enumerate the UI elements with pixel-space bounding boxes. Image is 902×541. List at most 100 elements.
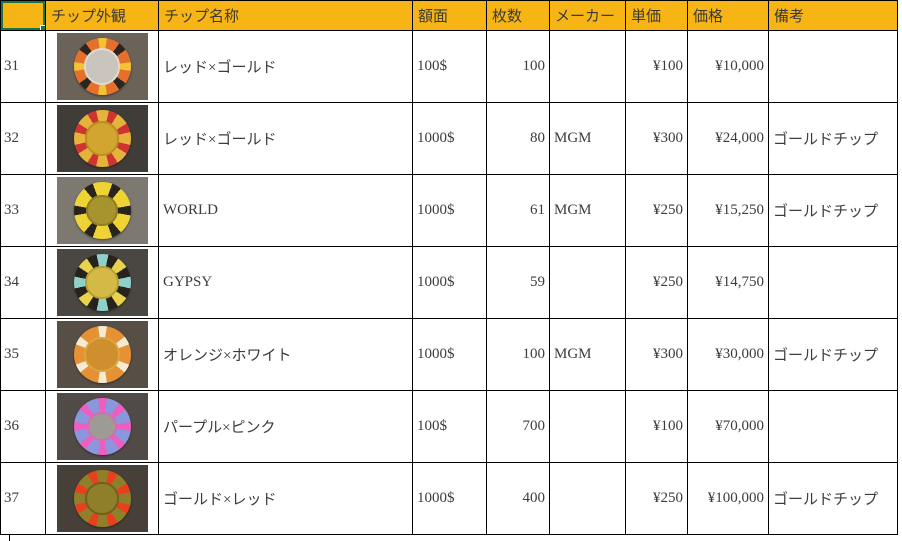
table-row: 34 GYPSY 1000$ 59 ¥250 ¥14,750 xyxy=(0,246,898,319)
chip-photo[interactable] xyxy=(56,393,148,460)
unit-price-cell[interactable]: ¥250 xyxy=(625,462,688,535)
chip-center xyxy=(84,336,120,373)
chip-photo[interactable] xyxy=(56,465,148,532)
row-number-cell[interactable]: 35 xyxy=(0,318,46,391)
active-cell[interactable] xyxy=(0,0,46,31)
column-header-5[interactable]: メーカー xyxy=(549,0,626,31)
header-row: チップ外観 チップ名称 額面 枚数 メーカー 単価 価格 備考 xyxy=(0,0,898,31)
table-row: 36 パープル×ピンク 100$ 700 ¥100 ¥70,000 xyxy=(0,390,898,463)
chip-name-cell[interactable]: GYPSY xyxy=(158,246,413,319)
maker-cell[interactable] xyxy=(549,246,626,319)
unit-price-cell[interactable]: ¥250 xyxy=(625,174,688,247)
count-cell[interactable]: 59 xyxy=(486,246,550,319)
chip-name-cell[interactable]: オレンジ×ホワイト xyxy=(158,318,413,391)
price-cell[interactable]: ¥10,000 xyxy=(687,30,769,103)
unit-price-cell[interactable]: ¥100 xyxy=(625,30,688,103)
chip-photo[interactable] xyxy=(56,249,148,316)
face-value-cell[interactable]: 1000$ xyxy=(412,102,487,175)
chip-photo-cell[interactable] xyxy=(45,462,159,535)
table-row: 31 レッド×ゴールド 100$ 100 ¥100 ¥10,000 xyxy=(0,30,898,103)
price-cell[interactable]: ¥15,250 xyxy=(687,174,769,247)
row-number-cell[interactable]: 34 xyxy=(0,246,46,319)
note-cell[interactable]: ゴールドチップ xyxy=(768,462,898,535)
note-cell[interactable] xyxy=(768,30,898,103)
note-cell[interactable] xyxy=(768,390,898,463)
chip-center xyxy=(86,194,118,227)
chip-name-cell[interactable]: WORLD xyxy=(158,174,413,247)
chip-center xyxy=(84,121,120,156)
chip-photo[interactable] xyxy=(56,177,148,244)
unit-price-cell[interactable]: ¥250 xyxy=(625,246,688,319)
row-number-cell[interactable]: 31 xyxy=(0,30,46,103)
chip-photo-cell[interactable] xyxy=(45,174,159,247)
face-value-cell[interactable]: 1000$ xyxy=(412,462,487,535)
chip-name-cell[interactable]: パープル×ピンク xyxy=(158,390,413,463)
face-value-cell[interactable]: 100$ xyxy=(412,390,487,463)
chip-photo-cell[interactable] xyxy=(45,102,159,175)
chip-center xyxy=(85,481,119,516)
note-cell[interactable]: ゴールドチップ xyxy=(768,102,898,175)
maker-cell[interactable]: MGM xyxy=(549,174,626,247)
maker-cell[interactable]: MGM xyxy=(549,318,626,391)
row-number-cell[interactable]: 32 xyxy=(0,102,46,175)
face-value-cell[interactable]: 1000$ xyxy=(412,246,487,319)
chip-center xyxy=(87,411,117,442)
note-cell[interactable]: ゴールドチップ xyxy=(768,174,898,247)
count-cell[interactable]: 100 xyxy=(486,318,550,391)
chip-name-cell[interactable]: レッド×ゴールド xyxy=(158,102,413,175)
maker-cell[interactable] xyxy=(549,462,626,535)
fill-handle[interactable] xyxy=(40,25,45,30)
chip-name-cell[interactable]: ゴールド×レッド xyxy=(158,462,413,535)
casino-chip-icon xyxy=(73,398,131,455)
chip-photo[interactable] xyxy=(56,105,148,172)
chip-photo[interactable] xyxy=(56,321,148,388)
casino-chip-icon xyxy=(73,470,131,527)
maker-cell[interactable] xyxy=(549,30,626,103)
unit-price-cell[interactable]: ¥100 xyxy=(625,390,688,463)
maker-cell[interactable]: MGM xyxy=(549,102,626,175)
chip-photo-cell[interactable] xyxy=(45,246,159,319)
price-cell[interactable]: ¥30,000 xyxy=(687,318,769,391)
column-header-4[interactable]: 枚数 xyxy=(486,0,550,31)
casino-chip-icon xyxy=(73,110,131,167)
unit-price-cell[interactable]: ¥300 xyxy=(625,318,688,391)
table-row: 35 オレンジ×ホワイト 1000$ 100 MGM ¥300 ¥30,000 ゴールドチップ xyxy=(0,318,898,391)
row-number-cell[interactable]: 33 xyxy=(0,174,46,247)
chip-center xyxy=(85,265,119,300)
column-header-2[interactable]: チップ名称 xyxy=(158,0,413,31)
next-row-partial xyxy=(0,535,897,541)
price-cell[interactable]: ¥24,000 xyxy=(687,102,769,175)
row-number-cell[interactable]: 36 xyxy=(0,390,46,463)
chip-photo-cell[interactable] xyxy=(45,390,159,463)
note-cell[interactable] xyxy=(768,246,898,319)
count-cell[interactable]: 61 xyxy=(486,174,550,247)
note-cell[interactable]: ゴールドチップ xyxy=(768,318,898,391)
casino-chip-icon xyxy=(73,182,131,239)
face-value-cell[interactable]: 1000$ xyxy=(412,318,487,391)
chip-center xyxy=(83,48,121,85)
price-cell[interactable]: ¥14,750 xyxy=(687,246,769,319)
chip-photo-cell[interactable] xyxy=(45,30,159,103)
count-cell[interactable]: 80 xyxy=(486,102,550,175)
row-number-cell[interactable]: 37 xyxy=(0,462,46,535)
column-header-8[interactable]: 備考 xyxy=(768,0,898,31)
count-cell[interactable]: 700 xyxy=(486,390,550,463)
chip-name-cell[interactable]: レッド×ゴールド xyxy=(158,30,413,103)
column-header-7[interactable]: 価格 xyxy=(687,0,769,31)
maker-cell[interactable] xyxy=(549,390,626,463)
table-row: 37 ゴールド×レッド 1000$ 400 ¥250 ¥100,000 ゴールドチップ xyxy=(0,462,898,535)
price-cell[interactable]: ¥70,000 xyxy=(687,390,769,463)
column-header-6[interactable]: 単価 xyxy=(625,0,688,31)
casino-chip-icon xyxy=(73,38,131,95)
column-header-3[interactable]: 額面 xyxy=(412,0,487,31)
count-cell[interactable]: 400 xyxy=(486,462,550,535)
face-value-cell[interactable]: 100$ xyxy=(412,30,487,103)
unit-price-cell[interactable]: ¥300 xyxy=(625,102,688,175)
chip-photo-cell[interactable] xyxy=(45,318,159,391)
face-value-cell[interactable]: 1000$ xyxy=(412,174,487,247)
price-cell[interactable]: ¥100,000 xyxy=(687,462,769,535)
column-header-1[interactable]: チップ外観 xyxy=(45,0,159,31)
count-cell[interactable]: 100 xyxy=(486,30,550,103)
table-row: 33 WORLD 1000$ 61 MGM ¥250 ¥15,250 ゴールドチップ xyxy=(0,174,898,247)
chip-photo[interactable] xyxy=(56,33,148,100)
